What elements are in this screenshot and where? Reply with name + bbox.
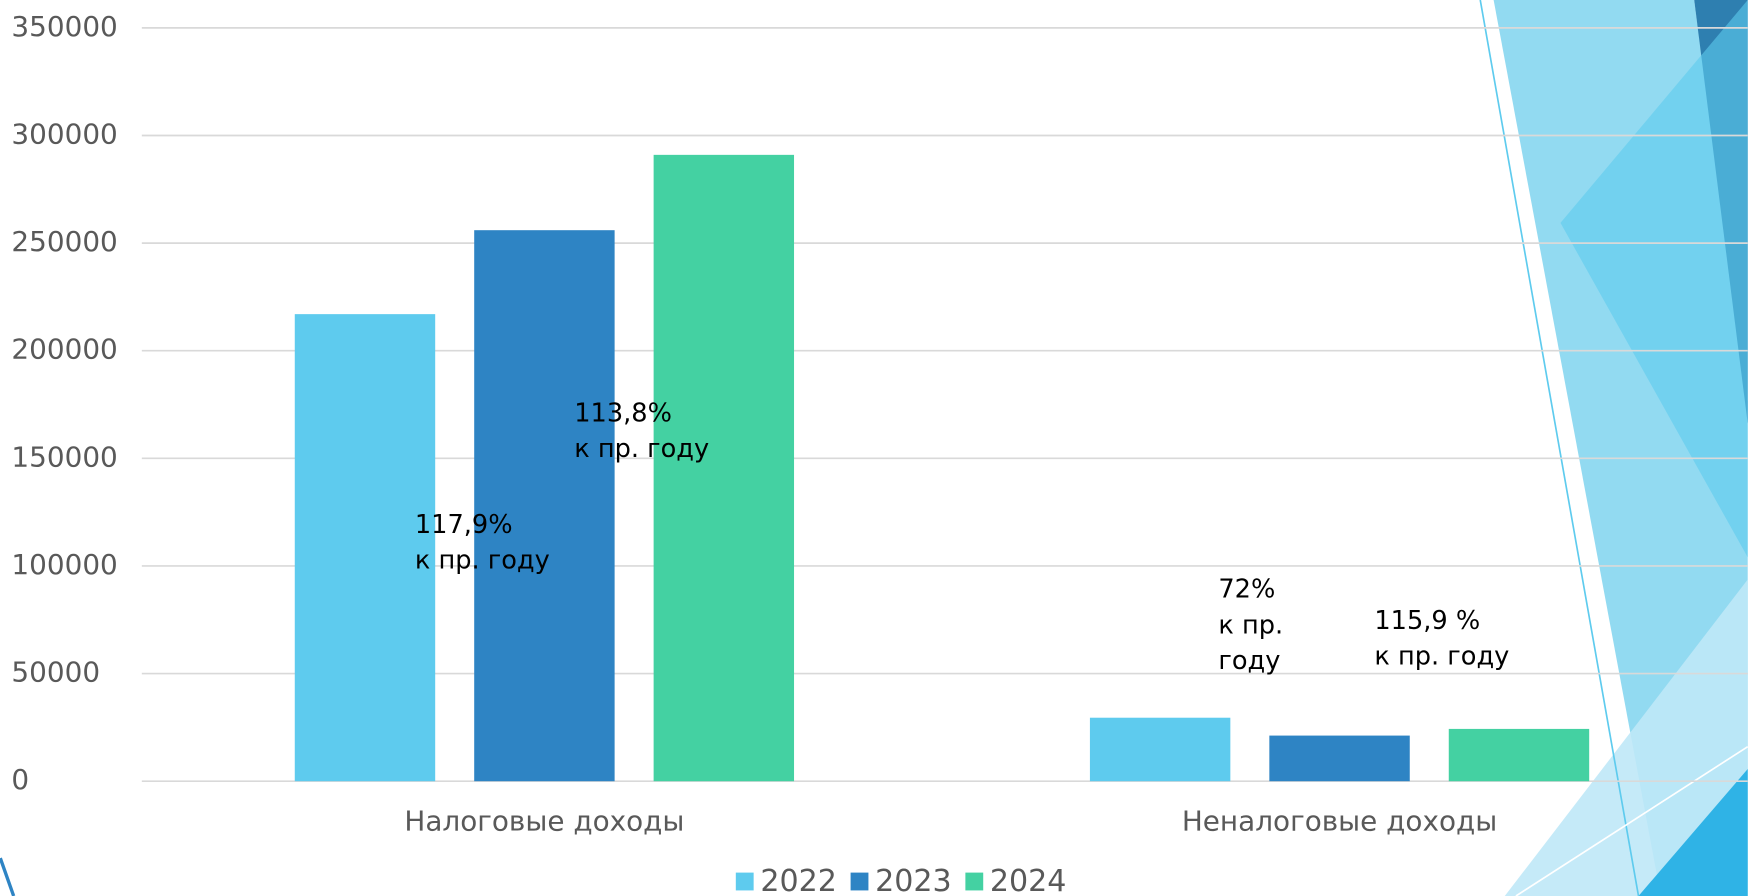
bar [653, 154, 795, 782]
legend-swatch [965, 872, 984, 891]
legend-label: 2023 [875, 864, 952, 896]
bar [1089, 717, 1231, 782]
bar [1269, 735, 1410, 782]
deco-shape [1560, 0, 1748, 558]
annotation: к пр. году [415, 546, 550, 576]
annotation: году [1218, 646, 1280, 676]
y-tick-label: 100000 [11, 548, 117, 581]
y-tick-label: 50000 [11, 656, 100, 689]
deco-shape [1504, 579, 1748, 896]
legend-label: 2022 [760, 864, 837, 896]
legend-swatch [850, 872, 869, 891]
bar [1448, 728, 1590, 782]
annotation: 115,9 % [1374, 606, 1480, 636]
y-tick-label: 300000 [11, 117, 117, 150]
legend-label: 2024 [990, 864, 1067, 896]
annotation: к пр. [1218, 610, 1283, 640]
y-tick-label: 0 [11, 763, 29, 796]
annotation: к пр. году [574, 434, 709, 464]
bar [474, 230, 615, 782]
deco-line [0, 857, 16, 896]
annotation: 117,9% [415, 510, 513, 540]
annotation: 72% [1218, 575, 1275, 605]
bar [294, 314, 436, 782]
annotation: к пр. году [1374, 642, 1509, 672]
deco-line [1479, 0, 1640, 896]
annotation: 113,8% [574, 399, 672, 429]
x-tick-label: Налоговые доходы [404, 804, 684, 837]
y-tick-label: 350000 [11, 10, 117, 43]
x-tick-label: Неналоговые доходы [1182, 804, 1497, 837]
y-tick-label: 250000 [11, 225, 117, 258]
y-tick-label: 200000 [11, 333, 117, 366]
deco-line [1515, 745, 1748, 896]
y-tick-label: 150000 [11, 440, 117, 473]
legend-swatch [735, 872, 754, 891]
